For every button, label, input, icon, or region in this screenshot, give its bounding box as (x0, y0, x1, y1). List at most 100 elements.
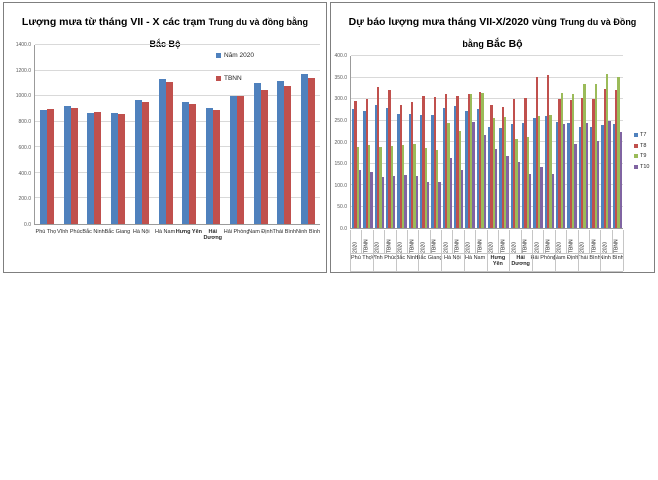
bar-t8 (535, 76, 538, 228)
bar-năm-2020 (63, 106, 71, 224)
y-axis: 0.0 200.0 400.0 600.0 800.0 1000.0 1200.0 1400.… (6, 42, 31, 228)
bar-t9 (583, 83, 586, 228)
forecast-rainfall-chart[interactable]: Dự báo lượng mưa tháng VII-X/2020 vùng T… (330, 2, 655, 273)
plot-area (350, 55, 623, 229)
bar-t10 (438, 182, 441, 228)
bar-t9 (515, 138, 518, 228)
axis-separator (475, 230, 477, 253)
x-sub-label: 2020 (511, 241, 518, 253)
x-sub-label: TBNN (500, 239, 507, 253)
legend-item-t10: T10 (634, 164, 649, 170)
bar-t7 (567, 122, 570, 228)
x-sub-label: TBNN (363, 239, 370, 253)
bar-t10 (404, 175, 407, 228)
bar-t8 (467, 93, 470, 228)
bar-t7 (352, 108, 355, 228)
bar-t9 (390, 146, 393, 228)
x-sub-label: 2020 (374, 241, 381, 253)
bar-tbnn (260, 89, 268, 224)
gridline (351, 184, 623, 185)
axis-separator (372, 230, 374, 271)
axis-separator (350, 230, 351, 271)
bar-t10 (506, 155, 509, 228)
bar-t10 (562, 123, 566, 228)
legend-item-t8: T8 (634, 143, 649, 149)
bar-tbnn (141, 102, 149, 224)
plot-area (34, 44, 320, 225)
bar-t8 (581, 97, 584, 228)
gridline (351, 55, 623, 56)
y-axis: 0.0 50.0 100.0 150.0 200.0 250.0 300.0 350.0 400… (332, 53, 347, 232)
x-sub-label: TBNN (545, 239, 552, 253)
bar-t7 (544, 115, 548, 228)
bar-t9 (447, 123, 450, 228)
bar-tbnn (70, 107, 78, 224)
x-category-label: Bắc Giang (416, 255, 443, 261)
bar-t8 (365, 98, 368, 228)
bar-t9 (368, 145, 371, 228)
x-category-label: Hưng Yên (490, 255, 506, 268)
legend-swatch (634, 133, 638, 137)
axis-separator (520, 230, 522, 253)
x-category-label: Bắc Ninh (82, 229, 105, 235)
bar-t10 (370, 171, 373, 228)
bar-tbnn (284, 86, 292, 224)
legend-item-năm-2020: Năm 2020 (216, 52, 254, 59)
x-sub-label: TBNN (568, 239, 575, 253)
bar-t8 (501, 106, 504, 228)
bar-t10 (392, 176, 396, 228)
legend-label: T7 (640, 132, 647, 138)
y-tick-label: 300.0 (334, 96, 347, 103)
gridline (351, 98, 623, 99)
bar-năm-2020 (111, 112, 119, 224)
bar-t10 (358, 170, 362, 228)
axis-separator (509, 230, 511, 271)
bar-năm-2020 (277, 80, 285, 224)
x-axis: Phú Thọ Vĩnh Phúc Bắc Ninh Bắc Giang Hà Nội H… (34, 226, 321, 248)
x-sub-label: 2020 (579, 241, 586, 253)
bar-t7 (601, 125, 604, 228)
bar-t7 (533, 117, 536, 228)
x-category-label: Hải Dương (203, 229, 223, 242)
axis-separator (543, 230, 545, 253)
y-tick-label: 250.0 (334, 117, 347, 124)
axis-separator (577, 230, 579, 271)
axis-separator (611, 230, 613, 253)
legend-swatch (634, 164, 638, 169)
x-sub-label: TBNN (613, 239, 620, 253)
bar-tbnn (46, 109, 54, 224)
axis-separator (566, 230, 568, 253)
bar-t7 (522, 122, 525, 228)
bar-t8 (411, 102, 414, 228)
bar-t9 (504, 117, 507, 228)
bar-t10 (472, 121, 475, 228)
y-tick-label: 600.0 (18, 144, 31, 151)
x-category-label: Vĩnh Phúc (371, 255, 397, 261)
observed-rainfall-chart[interactable]: Lượng mưa từ tháng VII - X các trạm Trun… (3, 2, 327, 273)
bar-tbnn (94, 112, 102, 224)
bar-t8 (547, 75, 550, 228)
bar-năm-2020 (39, 109, 47, 224)
bar-t7 (420, 115, 423, 228)
bar-t8 (422, 95, 425, 228)
bar-t7 (363, 111, 366, 228)
x-axis: 2020 TBNN Phú Thọ 2020 TBNN Vĩnh Phúc 2020 TBNN… (350, 230, 624, 273)
x-category-label: Hà Nam (154, 229, 176, 235)
bar-t10 (619, 131, 622, 228)
x-category-label: Bắc Giang (104, 229, 131, 235)
axis-separator (418, 230, 420, 271)
bar-t8 (513, 99, 516, 228)
bar-t9 (481, 92, 484, 228)
bar-t10 (585, 122, 588, 228)
bar-tbnn (236, 96, 244, 224)
y-tick-label: 1200.0 (15, 67, 31, 74)
bar-t7 (612, 123, 616, 228)
x-sub-label: 2020 (602, 241, 609, 253)
bar-t7 (590, 126, 593, 228)
bar-t7 (510, 123, 514, 228)
x-category-label: Hải Phòng (530, 255, 557, 261)
y-tick-label: 800.0 (18, 119, 31, 126)
y-tick-label: 1000.0 (15, 93, 31, 100)
chart-title-part: Trung du và đồng bằng Bắc Bộ (149, 17, 309, 49)
x-category-label: Hải Phòng (223, 229, 250, 235)
